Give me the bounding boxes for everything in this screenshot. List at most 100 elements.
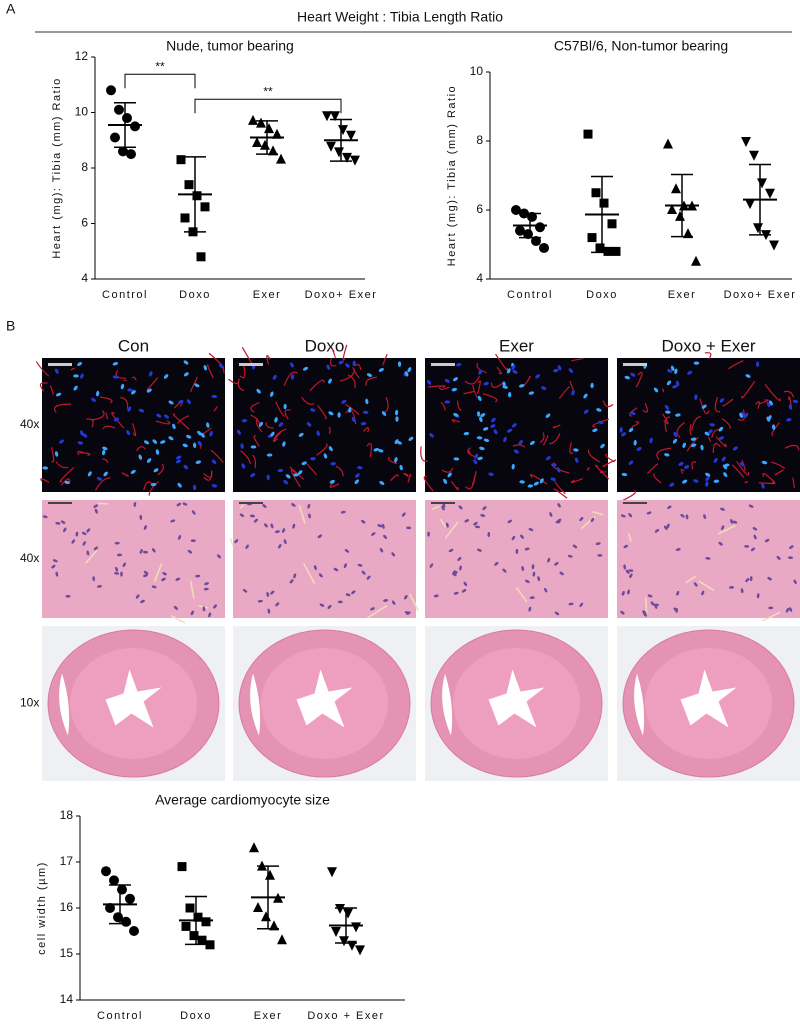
nucleus [678,461,684,466]
data-point [603,246,613,256]
membrane-stain [352,366,360,379]
nucleus [628,427,634,433]
nucleus [478,369,483,375]
nucleus [568,368,574,373]
membrane-stain [423,475,434,492]
nucleus [693,582,698,587]
nucleus [667,369,673,373]
membrane-stain [496,366,502,375]
nucleus [306,422,312,427]
nucleus [399,464,403,471]
nucleus [217,554,221,559]
nucleus [55,392,62,397]
nucleus [480,413,486,418]
y-axis-label: Heart (mg): Tibia (mm) Ratio [446,85,458,266]
data-point [683,228,693,239]
y-tick-label: 6 [476,202,483,216]
membrane-stain [689,424,692,436]
nucleus [302,366,309,371]
x-tick-label: Control [97,1010,143,1022]
data-point [101,866,111,877]
he-image [425,500,608,618]
nucleus [197,440,202,447]
nucleus [172,423,176,430]
data-point [109,875,119,886]
data-point [256,117,266,128]
column-label: Doxo [305,336,345,355]
nucleus [701,404,707,409]
data-point [268,145,278,156]
scale-bar [48,502,72,504]
y-tick-label: 6 [81,216,88,230]
nucleus [621,590,625,596]
nucleus [130,469,136,474]
nucleus [479,446,485,451]
membrane-stain [53,403,72,413]
nucleus [340,510,346,514]
nucleus [532,571,536,577]
data-point [531,236,541,247]
nucleus [745,578,750,583]
nucleus [680,513,685,518]
nucleus [756,361,760,367]
nucleus [573,448,579,452]
nucleus [685,514,689,520]
nucleus [168,400,174,405]
nucleus [456,363,462,367]
image-bg [425,500,608,618]
membrane-stain [762,472,776,484]
nucleus [192,484,197,491]
data-point [125,893,135,904]
nucleus [112,362,119,366]
nucleus [654,528,660,533]
nucleus [529,596,535,599]
membrane-stain [440,401,446,411]
nucleus [664,405,670,410]
nucleus [788,404,793,410]
nucleus [122,562,126,568]
nucleus [120,571,123,577]
nucleus [182,502,188,506]
nucleus [97,585,102,588]
membrane-stain [664,416,671,433]
nucleus [705,481,709,487]
nucleus [721,525,725,531]
data-point [350,155,360,166]
x-tick-label: Doxo+ Exer [724,289,797,301]
nucleus [474,525,480,529]
data-point [599,198,609,208]
nucleus [383,599,389,602]
membrane-stain [647,463,659,475]
membrane-stain [553,488,568,499]
nucleus [515,548,519,554]
nucleus [82,541,86,546]
x-tick-label: Exer [253,289,282,301]
nucleus [115,566,118,572]
membrane-stain [758,399,769,405]
nucleus [160,440,166,444]
nucleus [202,606,206,612]
nucleus [511,463,515,470]
nucleus [483,381,489,386]
nucleus [155,449,160,455]
data-point [265,869,275,880]
nucleus [720,507,725,511]
panel-label: A [6,1,16,17]
nucleus [397,361,402,367]
nucleus [623,564,627,570]
nucleus [242,588,248,593]
nucleus [444,400,451,404]
nucleus [490,424,496,428]
nucleus [318,573,323,578]
nucleus [512,370,518,374]
nucleus [292,523,296,529]
nucleus [371,532,376,536]
data-point [346,130,356,141]
nucleus [117,553,123,557]
nucleus [378,367,384,372]
nucleus [143,574,148,578]
nucleus [289,579,294,584]
nucleus [213,604,217,609]
data-point [184,180,194,190]
membrane-stain [676,422,686,439]
